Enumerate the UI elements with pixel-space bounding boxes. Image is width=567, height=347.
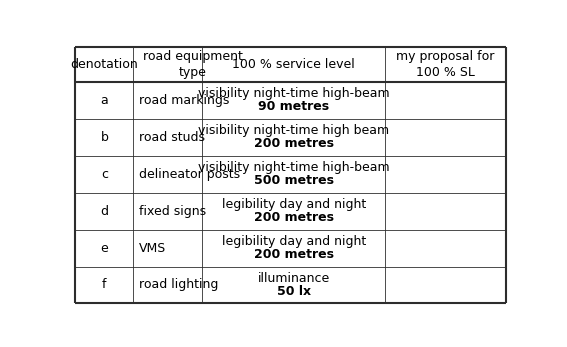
Text: legibility day and night: legibility day and night bbox=[222, 235, 366, 248]
Text: 200 metres: 200 metres bbox=[254, 248, 334, 261]
Text: d: d bbox=[100, 204, 108, 218]
Text: road lighting: road lighting bbox=[138, 279, 218, 291]
Text: b: b bbox=[100, 130, 108, 144]
Text: 50 lx: 50 lx bbox=[277, 285, 311, 298]
Text: f: f bbox=[102, 279, 107, 291]
Text: c: c bbox=[101, 168, 108, 180]
Text: 90 metres: 90 metres bbox=[258, 100, 329, 113]
Text: legibility day and night: legibility day and night bbox=[222, 198, 366, 211]
Text: denotation: denotation bbox=[70, 58, 138, 71]
Text: road equipment
type: road equipment type bbox=[143, 50, 243, 79]
Text: e: e bbox=[100, 242, 108, 254]
Text: a: a bbox=[100, 94, 108, 107]
Text: road markings: road markings bbox=[138, 94, 229, 107]
Text: delineator posts: delineator posts bbox=[138, 168, 240, 180]
Text: 200 metres: 200 metres bbox=[254, 137, 334, 150]
Text: my proposal for
100 % SL: my proposal for 100 % SL bbox=[396, 50, 495, 79]
Text: fixed signs: fixed signs bbox=[138, 204, 206, 218]
Text: 500 metres: 500 metres bbox=[254, 174, 334, 187]
Text: 100 % service level: 100 % service level bbox=[232, 58, 355, 71]
Text: 200 metres: 200 metres bbox=[254, 211, 334, 224]
Text: visibility night-time high-beam: visibility night-time high-beam bbox=[198, 161, 390, 174]
Text: visibility night-time high-beam: visibility night-time high-beam bbox=[198, 87, 390, 100]
Text: visibility night-time high beam: visibility night-time high beam bbox=[198, 124, 390, 137]
Text: road studs: road studs bbox=[138, 130, 205, 144]
Text: VMS: VMS bbox=[138, 242, 166, 254]
Text: illuminance: illuminance bbox=[257, 272, 330, 285]
